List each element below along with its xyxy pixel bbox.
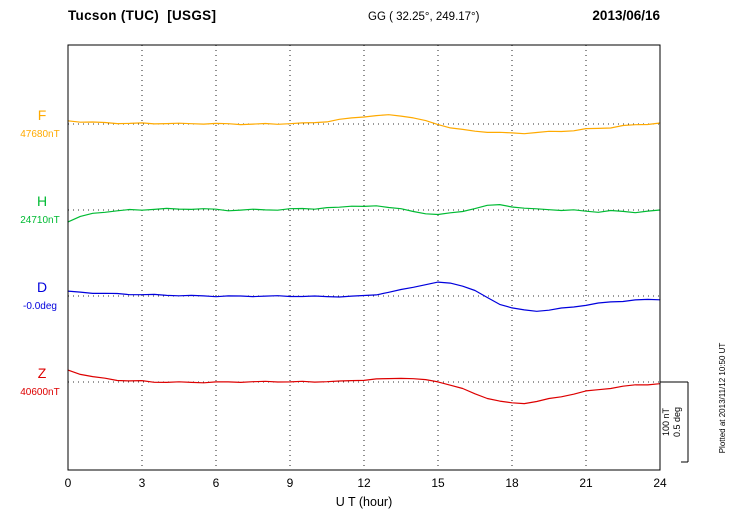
scalebar-label-deg: 0.5 deg — [672, 407, 682, 437]
trace-F — [67, 114, 661, 135]
x-axis-label: U T (hour) — [336, 495, 393, 509]
trace-D — [67, 281, 661, 312]
x-tick-label-3: 3 — [139, 476, 146, 490]
series-value-F: 47680nT — [20, 129, 59, 140]
trace-Z — [67, 369, 661, 405]
series-letter-Z: Z — [38, 365, 47, 381]
series-letter-D: D — [37, 279, 47, 295]
x-tick-label-18: 18 — [505, 476, 519, 490]
series-value-H: 24710nT — [20, 215, 59, 226]
series-letter-F: F — [38, 107, 47, 123]
x-tick-label-15: 15 — [431, 476, 445, 490]
x-tick-label-9: 9 — [287, 476, 294, 490]
x-tick-label-21: 21 — [579, 476, 593, 490]
x-tick-label-12: 12 — [357, 476, 371, 490]
x-tick-label-24: 24 — [653, 476, 667, 490]
geographic-coordinates: GG ( 32.25°, 249.17°) — [368, 11, 480, 23]
series-letter-H: H — [37, 193, 47, 209]
x-tick-label-0: 0 — [65, 476, 72, 490]
series-value-D: -0.0deg — [23, 301, 57, 312]
trace-H — [67, 204, 661, 223]
plot-frame — [67, 44, 661, 471]
plotted-at-note: Plotted at 2013/11/12 10:50 UT — [718, 343, 727, 454]
series-value-Z: 40600nT — [20, 387, 59, 398]
station-title: Tucson (TUC) [USGS] — [68, 8, 217, 23]
observation-date: 2013/06/16 — [592, 8, 660, 23]
x-tick-label-6: 6 — [213, 476, 220, 490]
scalebar-label-nt: 100 nT — [661, 407, 671, 436]
